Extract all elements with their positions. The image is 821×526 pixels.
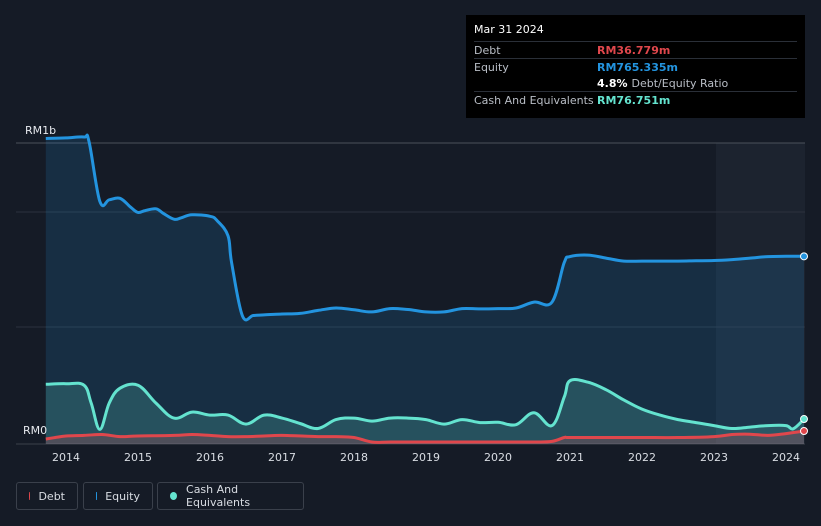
- tooltip-equity-value: RM765.335m: [597, 60, 678, 74]
- x-tick-label: 2021: [556, 451, 584, 464]
- tooltip-date: Mar 31 2024: [474, 23, 544, 36]
- tooltip-row-ratio: 4.8% Debt/Equity Ratio: [474, 75, 797, 91]
- tooltip-cash-value: RM76.751m: [597, 93, 671, 107]
- legend-debt-label: Debt: [38, 489, 65, 503]
- x-tick-label: 2014: [52, 451, 80, 464]
- equity-end-point: [800, 252, 808, 261]
- x-tick-label: 2017: [268, 451, 296, 464]
- tooltip-debt-value: RM36.779m: [597, 43, 671, 57]
- equity-line: [45, 133, 804, 322]
- grid: [16, 142, 805, 445]
- tooltip-equity-label: Equity: [474, 60, 509, 74]
- cash-line: [45, 378, 806, 431]
- tooltip-row-equity: Equity RM765.335m: [474, 58, 797, 75]
- legend-item-debt[interactable]: Debt: [16, 482, 78, 510]
- tooltip-debt-label: Debt: [474, 43, 501, 57]
- tooltip-ratio-label: Debt/Equity Ratio: [631, 76, 729, 90]
- series-layer: [45, 133, 808, 444]
- legend-equity-label: Equity: [105, 489, 140, 503]
- tooltip-row-cash: Cash And Equivalents RM76.751m: [474, 91, 797, 108]
- debt-end-point: [800, 427, 808, 436]
- debt-line: [45, 429, 805, 444]
- legend-item-equity[interactable]: Equity: [83, 482, 153, 510]
- tooltip-panel: Mar 31 2024 Debt RM36.779m Equity RM765.…: [466, 15, 805, 118]
- highlight-band: [716, 143, 805, 444]
- x-tick-label: 2020: [484, 451, 512, 464]
- y-axis-top-label: RM1b: [25, 124, 57, 137]
- x-tick-label: 2024: [772, 451, 800, 464]
- tooltip-row-debt: Debt RM36.779m: [474, 41, 797, 58]
- x-tick-label: 2022: [628, 451, 656, 464]
- legend-item-cash[interactable]: Cash And Equivalents: [157, 482, 304, 510]
- tooltip-cash-label: Cash And Equivalents: [474, 93, 594, 107]
- y-axis-bottom-label: RM0: [23, 424, 48, 437]
- cash-end-point: [800, 415, 808, 424]
- debt-area: [45, 431, 805, 444]
- legend-cash-label: Cash And Equivalents: [186, 483, 251, 509]
- x-tick-label: 2023: [700, 451, 728, 464]
- x-tick-label: 2016: [196, 451, 224, 464]
- cash-legend-dot-icon: [170, 492, 178, 500]
- x-tick-label: 2015: [124, 451, 152, 464]
- x-tick-label: 2019: [412, 451, 440, 464]
- x-tick-label: 2018: [340, 451, 368, 464]
- equity-area: [45, 135, 805, 444]
- tooltip-ratio-value: 4.8%: [597, 76, 628, 90]
